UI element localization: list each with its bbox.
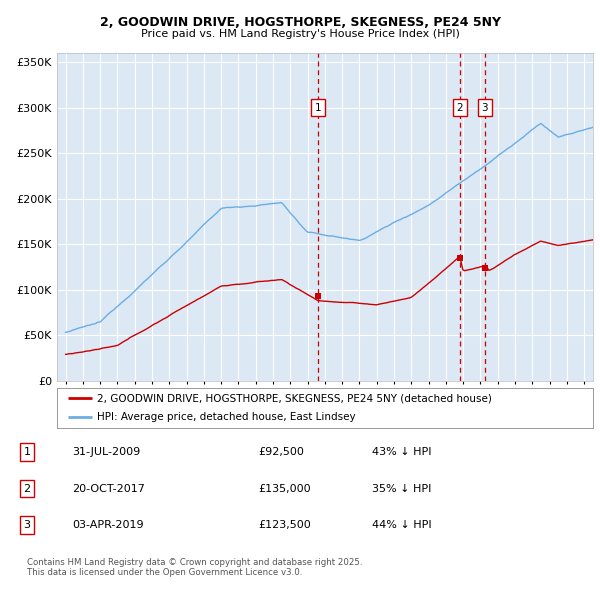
Text: 20-OCT-2017: 20-OCT-2017 xyxy=(72,484,145,493)
Text: 2, GOODWIN DRIVE, HOGSTHORPE, SKEGNESS, PE24 5NY (detached house): 2, GOODWIN DRIVE, HOGSTHORPE, SKEGNESS, … xyxy=(97,394,492,404)
Text: £135,000: £135,000 xyxy=(258,484,311,493)
Text: 44% ↓ HPI: 44% ↓ HPI xyxy=(372,520,431,530)
Text: 35% ↓ HPI: 35% ↓ HPI xyxy=(372,484,431,493)
Text: 31-JUL-2009: 31-JUL-2009 xyxy=(72,447,140,457)
Text: 2: 2 xyxy=(23,484,31,493)
Text: Contains HM Land Registry data © Crown copyright and database right 2025.
This d: Contains HM Land Registry data © Crown c… xyxy=(27,558,362,577)
Text: Price paid vs. HM Land Registry's House Price Index (HPI): Price paid vs. HM Land Registry's House … xyxy=(140,29,460,38)
Text: 1: 1 xyxy=(23,447,31,457)
Text: 3: 3 xyxy=(23,520,31,530)
Text: £123,500: £123,500 xyxy=(258,520,311,530)
Text: 03-APR-2019: 03-APR-2019 xyxy=(72,520,143,530)
Text: 2: 2 xyxy=(457,103,463,113)
Text: 43% ↓ HPI: 43% ↓ HPI xyxy=(372,447,431,457)
Text: 2, GOODWIN DRIVE, HOGSTHORPE, SKEGNESS, PE24 5NY: 2, GOODWIN DRIVE, HOGSTHORPE, SKEGNESS, … xyxy=(100,16,500,29)
Text: 1: 1 xyxy=(314,103,321,113)
Text: HPI: Average price, detached house, East Lindsey: HPI: Average price, detached house, East… xyxy=(97,412,356,422)
Text: £92,500: £92,500 xyxy=(258,447,304,457)
Text: 3: 3 xyxy=(481,103,488,113)
